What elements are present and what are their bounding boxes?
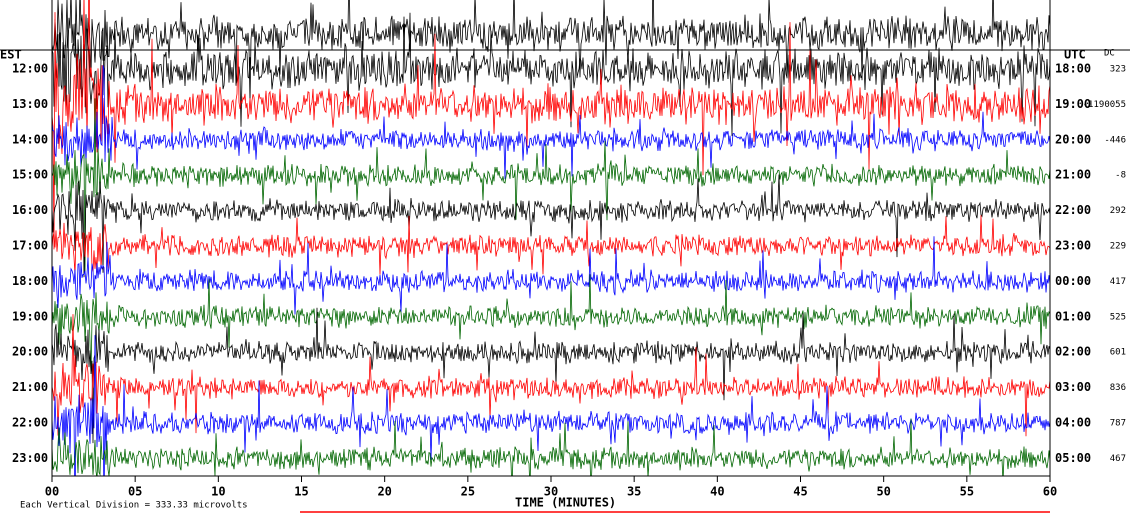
x-tick-label: 40 [710, 485, 724, 499]
seismic-trace [52, 307, 1050, 444]
est-hour: 13:00 [12, 97, 48, 111]
dc-value: 292 [1110, 206, 1126, 216]
seismic-trace [52, 0, 1050, 250]
x-tick-label: 35 [627, 485, 641, 499]
est-hour: 21:00 [12, 380, 48, 394]
x-tick-label: 20 [377, 485, 391, 499]
x-tick-label: 60 [1043, 485, 1057, 499]
dc-value: 787 [1110, 419, 1126, 429]
dc-value: 836 [1110, 383, 1126, 393]
utc-hour: 03:00 [1055, 380, 1091, 394]
est-hour: 20:00 [12, 345, 48, 359]
x-tick-label: 10 [211, 485, 225, 499]
dc-value: 467 [1110, 454, 1126, 464]
utc-hour: 04:00 [1055, 416, 1091, 430]
dc-value: 601 [1110, 348, 1126, 358]
est-label: EST [0, 48, 22, 62]
est-hour: 23:00 [12, 451, 48, 465]
utc-hour: 05:00 [1055, 451, 1091, 465]
utc-hour: 01:00 [1055, 309, 1091, 323]
est-hour: 17:00 [12, 239, 48, 253]
utc-hour: 20:00 [1055, 132, 1091, 146]
x-axis-label: TIME (MINUTES) [515, 496, 616, 510]
est-hour: 14:00 [12, 132, 48, 146]
x-tick-label: 25 [461, 485, 475, 499]
traces [52, 0, 1050, 476]
dc-value: -8 [1115, 171, 1126, 181]
x-tick-label: 45 [793, 485, 807, 499]
x-tick-label: 00 [45, 485, 59, 499]
seismic-trace [52, 0, 1050, 103]
est-hour: 22:00 [12, 416, 48, 430]
seismic-trace [52, 314, 1050, 437]
x-tick-label: 55 [960, 485, 974, 499]
utc-hour: 23:00 [1055, 239, 1091, 253]
seismic-trace [52, 274, 1050, 373]
seismic-trace [52, 65, 1050, 180]
utc-label: UTC [1064, 48, 1086, 62]
seismic-trace [52, 215, 1050, 276]
utc-hour: 19:00 [1055, 97, 1091, 111]
x-tick-label: 50 [876, 485, 890, 499]
dc-value: -1190055 [1083, 100, 1126, 110]
dc-value: 229 [1110, 242, 1126, 252]
utc-hour: 02:00 [1055, 345, 1091, 359]
seismic-trace [52, 174, 1050, 278]
utc-hour: 18:00 [1055, 62, 1091, 76]
est-hour: 12:00 [12, 62, 48, 76]
x-tick-label: 05 [128, 485, 142, 499]
x-tick-label: 15 [294, 485, 308, 499]
est-hour: 19:00 [12, 309, 48, 323]
utc-hour: 00:00 [1055, 274, 1091, 288]
seismic-trace [52, 418, 1050, 476]
dc-value: 417 [1110, 277, 1126, 287]
utc-hour: 22:00 [1055, 203, 1091, 217]
est-hour: 16:00 [12, 203, 48, 217]
dc-value: 323 [1110, 65, 1126, 75]
seismic-trace [52, 236, 1050, 315]
dc-label: DC [1104, 49, 1115, 59]
dc-value: -446 [1104, 135, 1126, 145]
seismic-trace [52, 335, 1050, 476]
est-hour: 18:00 [12, 274, 48, 288]
x-tick-label: 30 [544, 485, 558, 499]
est-hour: 15:00 [12, 168, 48, 182]
utc-hour: 21:00 [1055, 168, 1091, 182]
footer: Each Vertical Division = 333.33 microvol… [20, 501, 248, 511]
dc-value: 525 [1110, 312, 1126, 322]
seismic-trace [52, 98, 1050, 274]
seismic-trace [52, 12, 1050, 137]
